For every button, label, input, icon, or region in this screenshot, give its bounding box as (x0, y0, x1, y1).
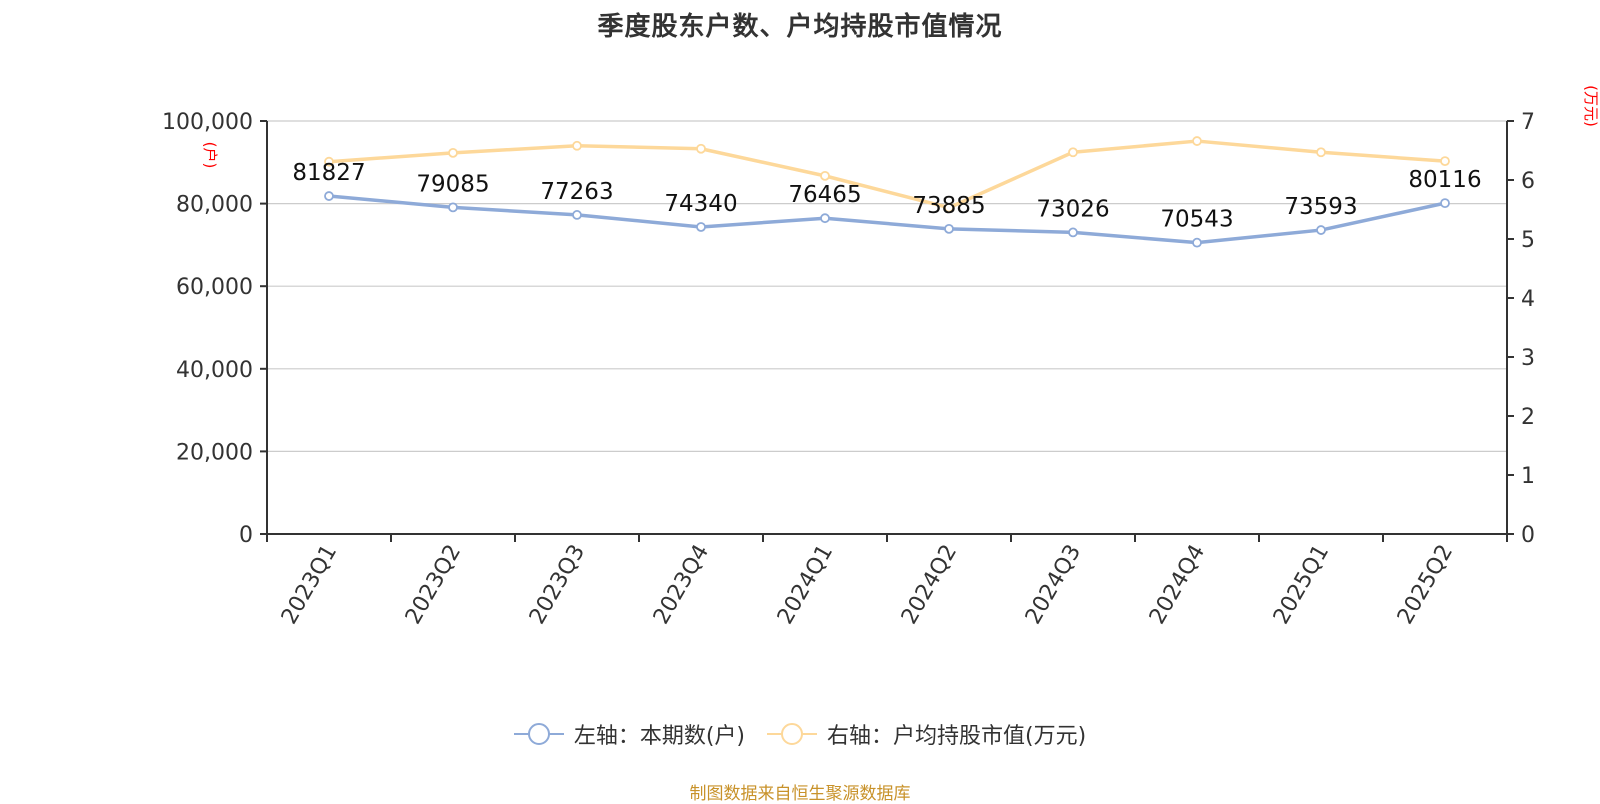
legend: 左轴：本期数(户) 右轴：户均持股市值(万元) (0, 718, 1600, 750)
data-label: 81827 (292, 160, 365, 186)
right-tick-label: 4 (1521, 287, 1535, 312)
legend-item-shareholder-count[interactable]: 左轴：本期数(户) (513, 718, 745, 750)
right-axis-unit-label: (万元) (1582, 85, 1600, 127)
data-point-marker[interactable] (1192, 136, 1202, 146)
data-point-marker[interactable] (1068, 227, 1078, 238)
left-tick-label: 80,000 (176, 193, 253, 218)
data-point-marker[interactable] (1316, 147, 1326, 158)
data-point-marker[interactable] (1440, 198, 1450, 209)
data-point-marker[interactable] (696, 143, 706, 154)
legend-label: 右轴：户均持股市值(万元) (827, 724, 1087, 749)
data-label: 76465 (788, 182, 861, 208)
data-label: 73026 (1036, 196, 1109, 222)
data-point-marker[interactable] (572, 210, 582, 220)
x-tick-label: 2025Q1 (1269, 541, 1334, 629)
legend-line-circle-icon (767, 723, 817, 745)
left-tick-label: 0 (239, 523, 253, 548)
x-tick-label: 2023Q3 (525, 541, 590, 629)
legend-item-avg-holding-value[interactable]: 右轴：户均持股市值(万元) (767, 718, 1086, 750)
series-shareholder-count[interactable] (324, 191, 1450, 248)
x-tick-label: 2023Q1 (277, 541, 342, 629)
left-tick-label: 40,000 (176, 358, 253, 383)
x-tick-label: 2023Q4 (649, 541, 714, 629)
data-point-marker[interactable] (1068, 147, 1078, 158)
data-point-marker[interactable] (1192, 237, 1202, 248)
legend-line-circle-icon (513, 723, 564, 745)
data-label: 79085 (416, 171, 489, 197)
x-tick-label: 2024Q2 (897, 541, 962, 629)
left-tick-label: 100,000 (162, 110, 253, 135)
x-tick-label: 2024Q1 (773, 541, 838, 629)
x-tick-label: 2024Q4 (1145, 541, 1210, 629)
gridlines (267, 120, 1507, 452)
data-point-marker[interactable] (324, 191, 334, 201)
data-label: 73885 (912, 193, 985, 219)
data-label: 74340 (664, 191, 737, 217)
chart-title: 季度股东户数、户均持股市值情况 (597, 12, 1003, 42)
right-tick-label: 1 (1521, 464, 1535, 489)
data-label: 70543 (1160, 207, 1233, 233)
series-avg-holding-value[interactable] (324, 136, 1450, 213)
x-tick-label: 2023Q2 (401, 541, 466, 629)
x-axis-ticks: 2023Q1 2023Q2 2023Q3 2023Q4 2024Q1 2024Q2 2024… (266, 534, 1508, 629)
right-axis-ticks: 0 1 2 3 4 5 6 7 (1507, 110, 1535, 548)
left-tick-label: 20,000 (176, 440, 253, 465)
data-point-marker[interactable] (696, 222, 706, 232)
data-point-marker[interactable] (944, 223, 954, 234)
left-axis-unit-label: (户) (201, 142, 219, 169)
legend-label: 左轴：本期数(户) (573, 724, 745, 749)
left-axis-ticks: 0 20,000 40,000 60,000 80,000 100,000 (162, 110, 267, 548)
data-point-marker[interactable] (324, 156, 334, 167)
right-tick-label: 7 (1521, 110, 1535, 135)
data-point-marker[interactable] (820, 170, 830, 181)
data-label: 73593 (1284, 194, 1357, 220)
data-point-marker[interactable] (1440, 156, 1450, 167)
data-labels: 81827 79085 77263 74340 76465 73885 73026 70543… (292, 160, 1481, 233)
data-point-marker[interactable] (944, 202, 954, 213)
right-tick-label: 0 (1521, 523, 1535, 548)
data-source-footer: 制图数据来自恒生聚源数据库 (689, 784, 911, 804)
x-tick-label: 2025Q2 (1393, 541, 1458, 629)
data-point-marker[interactable] (448, 147, 458, 158)
data-point-marker[interactable] (572, 140, 582, 151)
x-tick-label: 2024Q3 (1021, 541, 1086, 629)
left-tick-label: 60,000 (176, 275, 253, 300)
right-tick-label: 6 (1521, 169, 1535, 194)
data-point-marker[interactable] (820, 213, 830, 224)
right-tick-label: 3 (1521, 346, 1535, 371)
data-point-marker[interactable] (1316, 225, 1326, 235)
right-tick-label: 5 (1521, 228, 1535, 253)
data-point-marker[interactable] (448, 202, 458, 213)
right-tick-label: 2 (1521, 405, 1535, 430)
data-label: 80116 (1408, 167, 1481, 193)
data-label: 77263 (540, 179, 613, 205)
